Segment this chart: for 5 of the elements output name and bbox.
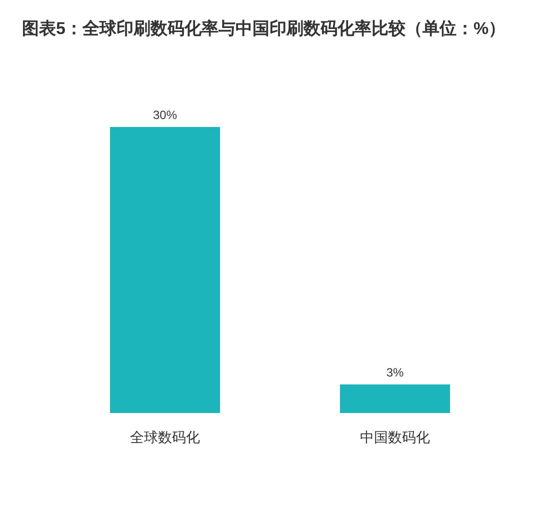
data-label: 30% (152, 108, 178, 122)
x-tick-label: 中国数码化 (360, 429, 430, 445)
x-tick-label: 全球数码化 (130, 429, 200, 445)
data-label: 3% (386, 365, 404, 380)
chart-title: 图表5：全球印刷数码化率与中国印刷数码化率比较（单位：%） (22, 19, 506, 38)
